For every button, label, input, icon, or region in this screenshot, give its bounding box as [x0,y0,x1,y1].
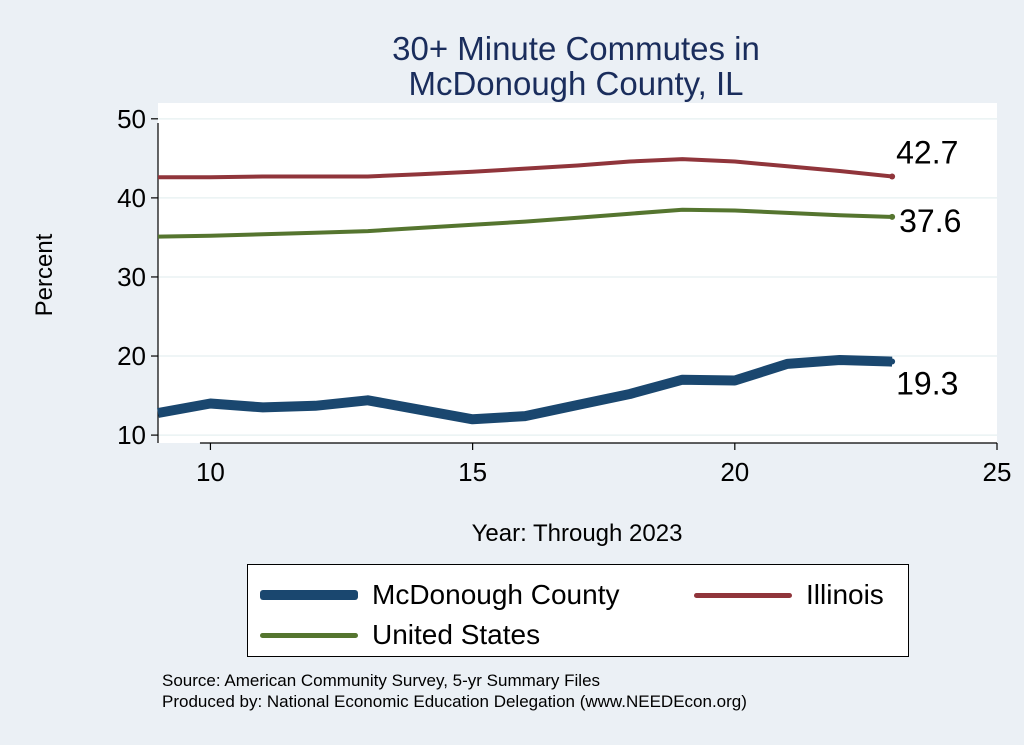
chart-title-line-2: McDonough County, IL [408,65,744,102]
plot-area [158,103,997,443]
series-end-label-united-states: 37.6 [899,203,961,239]
series-line-united-states [157,207,893,239]
y-tick-label-50: 50 [117,104,146,134]
y-tick-label-40: 40 [117,183,146,213]
legend-swatch-mcdonough [260,590,358,600]
y-tick-label-20: 20 [117,341,146,371]
x-tick-label-15: 15 [458,457,487,487]
y-axis-label: Percent [31,233,58,317]
legend: McDonough County Illinois United States [247,564,909,657]
series-end-marker-illinois [889,173,896,180]
legend-swatch-united-states [260,632,358,638]
x-tick-label-10: 10 [196,457,225,487]
produced-by-line: Produced by: National Economic Education… [162,692,747,711]
series-line-mcdonough [157,355,893,425]
legend-label-united-states: United States [372,619,541,650]
source-notes: Source: American Community Survey, 5-yr … [162,670,747,712]
series-end-label-mcdonough: 19.3 [896,366,958,402]
chart-svg: 10 20 30 40 50 10 15 20 25 19.3 42.7 37.6 [117,103,1012,487]
series-end-label-illinois: 42.7 [896,135,958,171]
y-tick-label-30: 30 [117,262,146,292]
legend-item-united-states: United States [260,619,540,651]
series-end-marker-mcdonough [889,358,896,365]
series-line-illinois [158,157,893,180]
legend-swatch-illinois [694,592,792,598]
legend-item-mcdonough: McDonough County [260,579,619,611]
y-tick-label-10: 10 [117,420,146,450]
legend-label-illinois: Illinois [806,579,884,610]
x-tick-label-20: 20 [720,457,749,487]
series-end-marker-united-states [889,213,896,220]
legend-item-illinois: Illinois [694,579,884,611]
x-axis-label: Year: Through 2023 [471,520,683,547]
chart-title-line-1: 30+ Minute Commutes in [392,30,760,67]
legend-label-mcdonough: McDonough County [372,579,620,610]
x-tick-label-25: 25 [983,457,1012,487]
source-line: Source: American Community Survey, 5-yr … [162,671,601,690]
